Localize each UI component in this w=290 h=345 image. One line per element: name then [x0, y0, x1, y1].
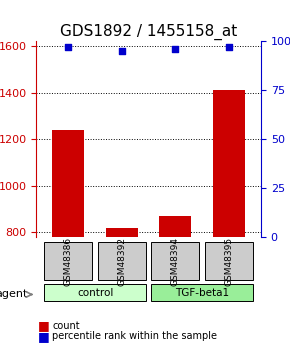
Point	[66, 45, 71, 50]
Text: agent: agent	[0, 289, 28, 299]
Bar	[52, 130, 84, 345]
FancyBboxPatch shape	[44, 242, 93, 280]
Bar	[106, 228, 138, 345]
Text: percentile rank within the sample: percentile rank within the sample	[52, 332, 217, 341]
Bar	[159, 216, 191, 345]
Text: GSM48394: GSM48394	[171, 237, 180, 286]
Text: GSM48392: GSM48392	[117, 237, 126, 286]
Text: count: count	[52, 321, 80, 331]
FancyBboxPatch shape	[151, 242, 200, 280]
FancyBboxPatch shape	[44, 284, 146, 302]
FancyBboxPatch shape	[205, 242, 253, 280]
Point	[173, 47, 178, 52]
Text: control: control	[77, 288, 113, 298]
Text: TGF-beta1: TGF-beta1	[175, 288, 229, 298]
Text: ■: ■	[38, 330, 50, 343]
Bar	[213, 90, 245, 345]
Text: ■: ■	[38, 319, 50, 333]
Point	[119, 48, 124, 54]
Point	[226, 45, 231, 50]
Text: GSM48395: GSM48395	[224, 237, 233, 286]
FancyBboxPatch shape	[151, 284, 253, 302]
Text: GSM48386: GSM48386	[64, 237, 73, 286]
FancyBboxPatch shape	[98, 242, 146, 280]
Title: GDS1892 / 1455158_at: GDS1892 / 1455158_at	[60, 24, 237, 40]
